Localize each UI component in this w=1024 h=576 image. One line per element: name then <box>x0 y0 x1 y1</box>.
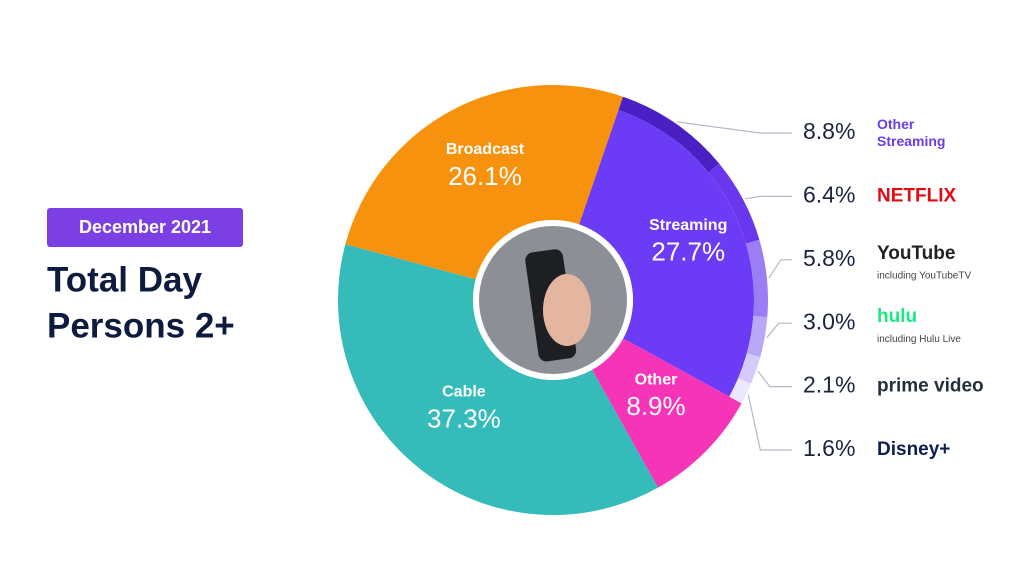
slice-value: 37.3% <box>427 403 501 433</box>
chart-title: Total Day <box>47 260 202 299</box>
breakdown-value: 6.4% <box>803 181 855 207</box>
slice-value: 26.1% <box>448 161 522 191</box>
breakdown-arc <box>729 378 751 404</box>
brand-label: prime video <box>877 376 984 397</box>
breakdown-arc <box>708 163 760 244</box>
slice-label: Broadcast <box>446 141 525 158</box>
pie-slice <box>345 85 623 280</box>
leader-line <box>744 195 792 200</box>
slice-label: Streaming <box>649 217 727 234</box>
leader-line <box>676 121 792 134</box>
breakdown-value: 8.8% <box>803 118 855 144</box>
badge <box>47 208 243 247</box>
chart-title: Persons 2+ <box>47 306 235 345</box>
breakdown-arc <box>618 96 720 173</box>
brand-label: YouTube <box>877 243 955 264</box>
slice-value: 8.9% <box>626 391 685 421</box>
breakdown-arc <box>745 239 768 318</box>
leader-line <box>768 259 792 279</box>
brand-label: hulu <box>877 306 917 327</box>
brand-label: Disney+ <box>877 439 950 460</box>
hand <box>543 274 591 346</box>
slice-label: Other <box>635 371 678 388</box>
breakdown-arc <box>746 316 768 358</box>
slice-label: Cable <box>442 384 486 401</box>
breakdown-value: 3.0% <box>803 308 855 334</box>
slice-value: 27.7% <box>651 237 725 267</box>
breakdown-value: 1.6% <box>803 435 855 461</box>
pie-slice <box>338 244 659 516</box>
badge-text: December 2021 <box>79 217 211 237</box>
breakdown-value: 2.1% <box>803 372 855 398</box>
breakdown-arc <box>738 353 761 384</box>
breakdown-value: 5.8% <box>803 245 855 271</box>
pie-slice <box>579 109 754 397</box>
brand-label: Other Streaming <box>877 116 945 149</box>
pie-slice <box>592 338 742 488</box>
leader-line <box>766 322 792 339</box>
leader-line <box>757 370 792 388</box>
brand-sublabel: including Hulu Live <box>877 334 961 345</box>
brand-label: NETFLIX <box>877 185 956 206</box>
leader-line <box>747 394 792 451</box>
brand-sublabel: including YouTubeTV <box>877 270 971 281</box>
